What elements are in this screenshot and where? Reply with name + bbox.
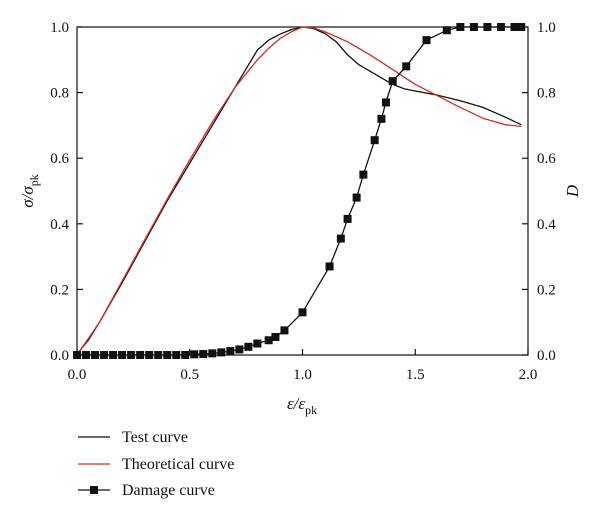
x-tick-label: 2.0 (519, 367, 538, 383)
damage-curve-point (181, 351, 190, 359)
x-tick-label: 1.5 (406, 367, 425, 383)
damage-curve-point (217, 348, 226, 357)
damage-curve-point (264, 336, 273, 345)
damage-curve-point (82, 351, 91, 359)
damage-curve-line (77, 26, 522, 356)
damage-curve-point (280, 326, 289, 335)
damage-curve-point (127, 351, 136, 359)
damage-curve-point (517, 23, 526, 31)
damage-curve-point (359, 170, 368, 179)
left-y-axis-label: σ/σpk (18, 174, 41, 208)
right-y-tick-label: 0.6 (537, 151, 556, 167)
damage-curve-point (226, 347, 235, 356)
damage-curve-point (402, 62, 411, 71)
damage-curve-point (510, 23, 519, 31)
damage-curve-point (377, 114, 386, 123)
damage-curve-point (244, 342, 253, 351)
damage-curve-point (190, 350, 199, 359)
plot-frame (76, 26, 529, 356)
damage-curve-point (343, 214, 352, 223)
damage-curve-point (235, 345, 244, 354)
damage-curve-point (469, 23, 478, 31)
legend-label-theoretical: Theoretical curve (122, 456, 234, 473)
damage-curve-point (483, 23, 492, 31)
legend: Test curve Theoretical curve Damage curv… (78, 429, 234, 499)
right-y-tick-label: 0.8 (537, 86, 556, 102)
damage-curve-point (442, 26, 451, 35)
right-y-axis-ticks: 0.0 0.2 0.4 0.6 0.8 1.0 (522, 20, 556, 364)
damage-curve-point (118, 351, 127, 359)
theoretical-curve-line (76, 26, 522, 356)
x-axis-label: ε/εpk (287, 394, 317, 417)
left-y-tick-label: 0.4 (50, 217, 69, 233)
damage-curve-point (271, 332, 280, 341)
damage-curve-point (352, 193, 361, 202)
x-tick-label: 0.5 (180, 367, 199, 383)
damage-curve-point (496, 23, 505, 31)
left-y-axis-ticks: 0.0 0.2 0.4 0.6 0.8 1.0 (50, 20, 83, 364)
damage-curve-point (199, 350, 208, 359)
x-axis-ticks: 0.0 0.5 1.0 1.5 2.0 (68, 349, 538, 383)
legend-label-damage: Damage curve (122, 482, 215, 499)
damage-curve-point (422, 36, 431, 45)
damage-curve-point (336, 234, 345, 243)
damage-curve-point (172, 351, 181, 359)
damage-curve-point (100, 351, 109, 359)
damage-curve-point (325, 262, 334, 271)
legend-marker-damage (90, 486, 98, 494)
right-y-tick-label: 1.0 (537, 20, 556, 36)
damage-curve-point (381, 98, 390, 107)
right-y-tick-label: 0.4 (537, 217, 556, 233)
legend-label-test: Test curve (122, 429, 188, 446)
damage-curve-point (253, 339, 262, 348)
damage-curve-point (154, 351, 163, 359)
damage-curve-point (208, 349, 217, 358)
right-y-tick-label: 0.0 (537, 348, 556, 364)
right-y-tick-label: 0.2 (537, 282, 556, 298)
test-curve-line (76, 26, 522, 356)
damage-curve-point (163, 351, 172, 359)
damage-curve-point (145, 351, 154, 359)
series-layer (73, 23, 526, 359)
damage-curve-point (298, 308, 307, 317)
left-y-tick-label: 0.8 (50, 86, 69, 102)
x-tick-label: 1.0 (293, 367, 312, 383)
damage-curve-point (91, 351, 100, 359)
left-y-tick-label: 0.0 (50, 348, 69, 364)
damage-curve-point (456, 23, 465, 31)
damage-curve-point (370, 136, 379, 145)
damage-curve-point (73, 351, 81, 359)
damage-curve-point (109, 351, 118, 359)
left-y-tick-label: 0.2 (50, 282, 69, 298)
damage-curve-point (136, 351, 145, 359)
left-y-tick-label: 1.0 (50, 20, 69, 36)
left-y-tick-label: 0.6 (50, 151, 69, 167)
right-y-axis-label: D (563, 184, 582, 198)
x-tick-label: 0.0 (68, 367, 87, 383)
damage-curve-point (388, 77, 397, 86)
